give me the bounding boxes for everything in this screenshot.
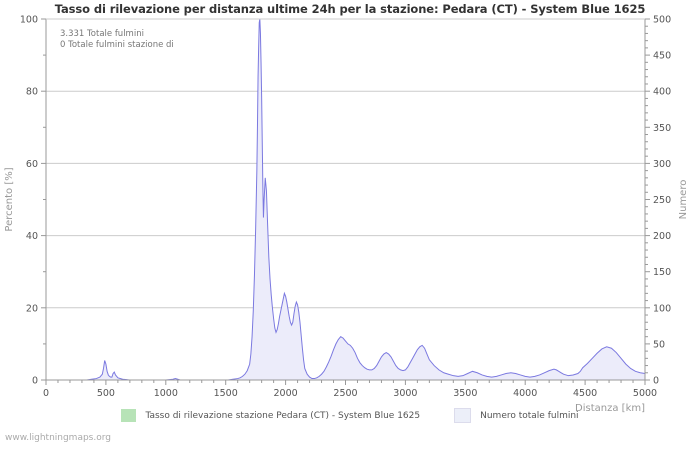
ytick-label-right-400: 400 xyxy=(653,87,671,98)
ytick-label-left-60: 60 xyxy=(26,159,38,170)
ytick-label-left-40: 40 xyxy=(26,231,38,242)
xtick-label-1500: 1500 xyxy=(214,388,238,399)
series-total-count xyxy=(46,18,645,380)
xtick-label-3000: 3000 xyxy=(393,388,417,399)
ytick-label-right-200: 200 xyxy=(653,231,671,242)
ytick-label-right-500: 500 xyxy=(653,15,671,26)
xtick-label-1000: 1000 xyxy=(154,388,178,399)
xtick-label-4000: 4000 xyxy=(513,388,537,399)
axis-title-left: Percento [%] xyxy=(4,167,15,231)
ytick-label-right-250: 250 xyxy=(653,195,671,206)
axis-title-x: Distanza [km] xyxy=(575,403,645,414)
xtick-label-500: 500 xyxy=(97,388,115,399)
footer-source: www.lightningmaps.org xyxy=(5,433,111,443)
plot-background xyxy=(46,19,645,380)
legend-label-detection-rate: Tasso di rilevazione stazione Pedara (CT… xyxy=(145,410,421,421)
ytick-label-right-100: 100 xyxy=(653,303,671,314)
axis-title-right: Numero xyxy=(678,180,689,220)
ytick-label-left-80: 80 xyxy=(26,87,38,98)
chart-title: Tasso di rilevazione per distanza ultime… xyxy=(54,2,646,16)
legend-swatch-detection-rate xyxy=(121,409,137,422)
ytick-label-right-350: 350 xyxy=(653,123,671,134)
legend-item-total-count: Numero totale fulmini xyxy=(454,408,579,423)
ytick-label-right-150: 150 xyxy=(653,267,671,278)
ytick-label-right-300: 300 xyxy=(653,159,671,170)
xtick-label-4500: 4500 xyxy=(573,388,597,399)
chart-legend: Tasso di rilevazione stazione Pedara (CT… xyxy=(0,408,700,423)
xtick-label-2500: 2500 xyxy=(333,388,357,399)
ytick-label-right-50: 50 xyxy=(653,339,665,350)
legend-item-detection-rate: Tasso di rilevazione stazione Pedara (CT… xyxy=(121,409,420,422)
legend-label-total-count: Numero totale fulmini xyxy=(480,410,579,421)
legend-swatch-total-count xyxy=(454,408,472,423)
ytick-label-left-20: 20 xyxy=(26,303,38,314)
xtick-label-2000: 2000 xyxy=(274,388,298,399)
xtick-label-5000: 5000 xyxy=(633,388,657,399)
ytick-label-right-450: 450 xyxy=(653,51,671,62)
annotation-station-strokes: 0 Totale fulmini stazione di xyxy=(60,40,174,50)
annotation-total-strokes: 3.331 Totale fulmini xyxy=(60,29,144,39)
ytick-label-right-0: 0 xyxy=(653,376,659,387)
ytick-label-left-0: 0 xyxy=(32,376,38,387)
ytick-label-left-100: 100 xyxy=(20,15,38,26)
xtick-label-3500: 3500 xyxy=(453,388,477,399)
xtick-label-0: 0 xyxy=(43,388,49,399)
series-total-count-line xyxy=(46,18,645,380)
